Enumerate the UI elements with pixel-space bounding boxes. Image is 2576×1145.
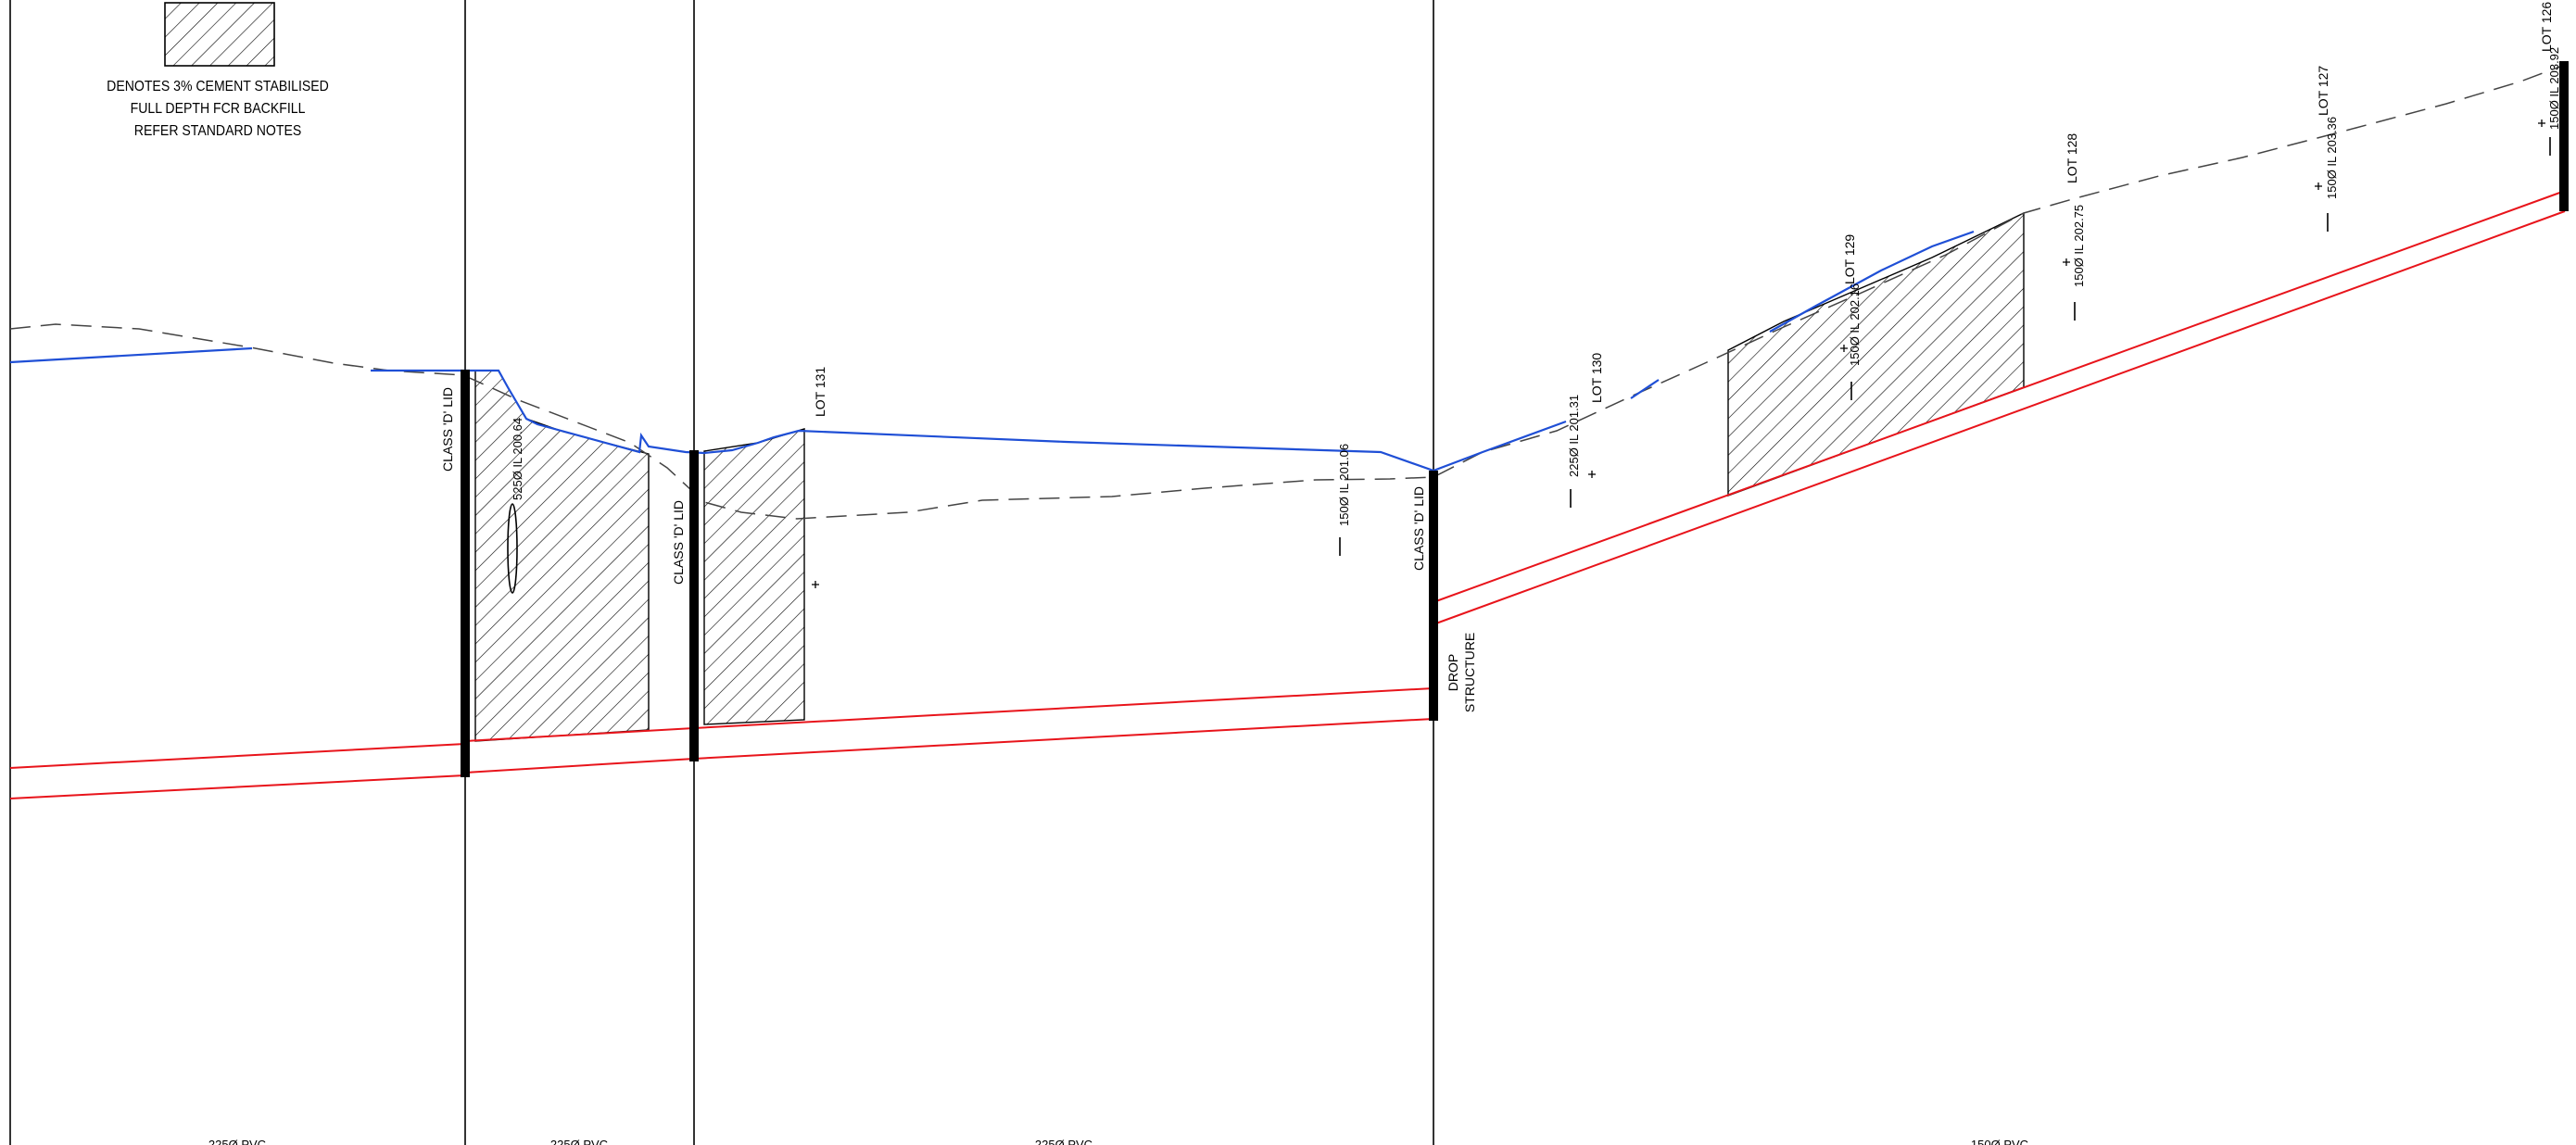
legend-line-3: REFER STANDARD NOTES	[133, 123, 302, 139]
pipe-invert-seg2	[464, 758, 695, 774]
service-label-525: 525Ø IL 200.64	[511, 418, 524, 500]
legend-description: DENOTES 3% CEMENT STABILISED FULL DEPTH …	[87, 76, 348, 143]
cross-mark	[1840, 345, 1848, 352]
backfill-zone-1	[474, 370, 650, 742]
lot-130-label: LOT 130	[1589, 353, 1604, 403]
manhole-2-lid-label: CLASS 'D' LID	[671, 500, 686, 585]
cross-marks	[812, 120, 2545, 588]
service-label-150-c: 150Ø IL 202.75	[2072, 205, 2086, 287]
manhole-3-lid-label: CLASS 'D' LID	[1411, 486, 1426, 571]
drop-structure-label-line2: STRUCTURE	[1462, 633, 1477, 712]
pipe-size-label-seg3: 225Ø PVC	[1035, 1138, 1092, 1145]
pipe-obvert-seg1	[9, 743, 466, 769]
manhole-1	[461, 370, 470, 777]
legend-line-1: DENOTES 3% CEMENT STABILISED	[107, 79, 329, 94]
manhole-4	[2559, 61, 2569, 211]
pipe-obvert-seg4	[1433, 190, 2566, 603]
cross-mark	[2538, 120, 2545, 127]
service-label-150-d: 150Ø IL 203.36	[2325, 117, 2339, 199]
pipe-invert-seg3	[693, 718, 1434, 760]
service-label-150-b: 150Ø IL 202.16	[1848, 283, 1862, 366]
lot-127-label: LOT 127	[2316, 66, 2330, 116]
manhole-1-lid-label: CLASS 'D' LID	[440, 387, 455, 472]
pipe-size-label-seg4: 150Ø PVC	[1971, 1138, 2028, 1145]
manhole-2	[689, 450, 699, 761]
pipe-obvert-seg3	[693, 687, 1434, 729]
lot-131-label: LOT 131	[813, 367, 827, 417]
pipe-obvert-seg2	[464, 727, 695, 742]
pipe-invert-seg1	[9, 774, 466, 799]
lot-126-label: LOT 126	[2539, 2, 2554, 52]
pipe-size-label-seg2: 225Ø PVC	[550, 1138, 608, 1145]
cross-mark	[812, 581, 819, 588]
stabilised-backfill-zones	[474, 211, 2025, 742]
service-label-150-e: 150Ø IL 203.92	[2547, 47, 2561, 130]
legend-hatch-swatch	[164, 2, 275, 67]
manholes	[461, 61, 2569, 777]
lot-129-label: LOT 129	[1842, 234, 1857, 284]
manhole-3-drop-structure	[1429, 471, 1438, 721]
cross-mark	[1588, 471, 1596, 478]
service-label-225: 225Ø IL 201.31	[1567, 395, 1581, 477]
backfill-zone-2	[703, 428, 805, 725]
pipe-invert-seg4	[1433, 210, 2566, 625]
cross-mark	[2315, 182, 2322, 190]
drop-structure-label-line1: DROP	[1446, 654, 1460, 691]
backfill-zone-3	[1727, 211, 2025, 497]
existing-surface-line	[9, 64, 2566, 520]
pipe-size-label-seg1: 225Ø PVC	[208, 1138, 266, 1145]
sewer-pipe	[9, 190, 2566, 799]
service-connections	[507, 137, 2551, 594]
service-label-150-a: 150Ø IL 201.06	[1337, 444, 1351, 526]
legend-line-2: FULL DEPTH FCR BACKFILL	[130, 101, 306, 117]
lot-128-label: LOT 128	[2065, 133, 2079, 183]
finished-surface-line	[9, 230, 1975, 472]
service-525-ellipse	[507, 503, 518, 594]
cross-mark	[2063, 258, 2070, 266]
